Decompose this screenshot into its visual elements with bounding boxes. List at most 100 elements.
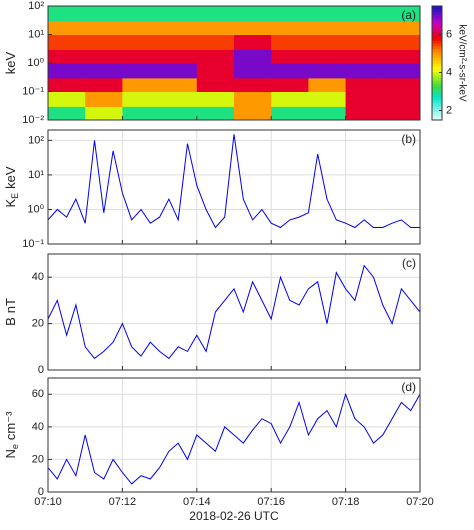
y-tick-label: 10⁻¹ [22,85,44,97]
colorbar-step [432,31,442,35]
colorbar-step [432,114,442,118]
heat-cell [234,91,272,107]
heat-cell [48,77,86,92]
x-tick-label: 07:14 [183,496,211,508]
heat-cell [48,34,86,50]
colorbar-step [432,6,442,10]
heat-cell [85,6,123,22]
x-tick-label: 07:18 [332,496,360,508]
heat-cell [382,49,421,64]
heat-cell [48,6,86,22]
y-axis-label: keV [3,51,18,74]
heat-cell [345,63,384,79]
colorbar-step [432,11,442,16]
heat-cell [234,63,272,79]
heat-cell [234,20,272,35]
heat-cell [308,77,347,92]
heat-cell [382,6,421,22]
colorbar-frame [431,5,443,121]
heat-cell [308,63,347,79]
plot-frame [47,253,421,371]
heat-cell [196,106,235,121]
colorbar-step [432,94,442,98]
series-line [47,392,421,485]
colorbar-step [432,68,442,73]
heat-cell [196,34,235,50]
y-tick-label: 10¹ [28,169,44,181]
heat-cell [122,49,161,64]
series-line [47,264,421,360]
y-tick-label: 10² [28,0,44,12]
heat-cell [382,77,421,92]
y-tick-label: 0 [38,486,44,498]
heat-cell [85,20,123,35]
y-tick-label: 10⁻² [22,114,44,126]
y-tick-label: 10⁰ [27,203,44,215]
colorbar-step [432,17,442,21]
colorbar-label: keV/cm²-s-sr-keV [456,24,467,102]
heat-cell [271,34,309,50]
colorbar-step [432,102,442,107]
heat-cell [48,63,86,79]
heat-cell [345,6,384,22]
colorbar-step [432,40,442,44]
heat-cell [308,34,347,50]
panel-annotation: (c) [402,256,416,270]
heat-cell [382,91,421,107]
colorbar-step [432,85,442,90]
heat-cell [382,20,421,35]
y-tick-label: 40 [32,271,44,283]
heat-cell [159,63,198,79]
colorbar-step [432,34,442,38]
y-tick-label: 20 [32,453,44,465]
colorbar-step [432,105,442,110]
heat-cell [85,77,123,92]
colorbar-step [432,51,442,55]
colorbar-step [432,57,442,61]
heat-cell [85,91,123,107]
y-label-main: N [3,449,18,458]
heat-cell [122,6,161,22]
colorbar-step [432,25,442,30]
colorbar-step [432,100,442,104]
colorbar-step [432,8,442,13]
heat-cell [85,106,123,121]
heat-cell [122,34,161,50]
heat-cell [159,91,198,107]
colorbar-step [432,48,442,53]
y-tick-label: 20 [32,318,44,330]
y-label-main: keV [3,51,18,74]
y-tick-label: 60 [32,388,44,400]
colorbar-step [432,65,442,70]
y-axis-label: Ne cm⁻³ [3,411,20,459]
y-axis-label: KEkeV [3,166,20,207]
heat-cell [122,63,161,79]
heat-cell [271,91,309,107]
heat-cell [308,6,347,22]
y-tick-label: 10⁻¹ [22,238,44,250]
heat-cell [234,6,272,22]
plot-frame [47,377,421,493]
heat-cell [48,20,86,35]
y-label-unit: nT [3,298,18,313]
heat-cell [234,49,272,64]
colorbar-step [432,14,442,18]
heat-cell [382,106,421,121]
heat-cell [48,106,86,121]
colorbar-step [432,88,442,92]
heat-cell [234,77,272,92]
heat-cell [345,20,384,35]
y-tick-label: 0 [38,364,44,376]
heat-cell [159,20,198,35]
heat-cell [159,77,198,92]
colorbar-step [432,74,442,78]
y-label-unit: keV [3,166,18,189]
colorbar-tick-label: 6 [446,28,452,40]
heat-cell [85,63,123,79]
plot-frame [47,129,421,245]
heat-cell [48,91,86,107]
y-tick-label: 10² [28,134,44,146]
colorbar-step [432,54,442,58]
colorbar-step [432,80,442,84]
